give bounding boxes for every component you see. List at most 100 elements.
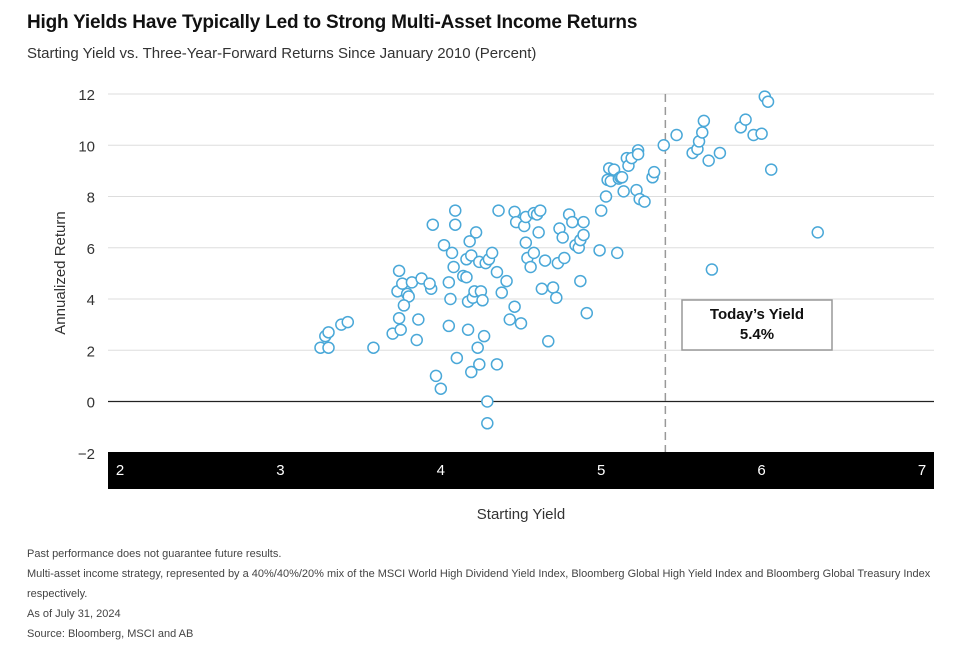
scatter-chart: 12 10 8 6 4 2 0 −2 2 3 4 5 6 7 Today’s Yield 5.4% St… — [52, 87, 934, 523]
data-point — [429, 369, 443, 383]
data-point — [490, 358, 504, 371]
data-point — [705, 263, 719, 276]
data-point — [392, 264, 406, 278]
data-point — [341, 315, 355, 329]
data-point — [617, 185, 630, 198]
data-point — [471, 341, 484, 354]
data-point — [761, 95, 775, 108]
data-point — [426, 218, 440, 231]
chart-subtitle: Starting Yield vs. Three-Year-Forward Re… — [27, 45, 537, 62]
data-point — [631, 147, 645, 161]
y-tick-label: 6 — [87, 241, 95, 258]
data-point — [448, 218, 462, 231]
data-point — [450, 351, 464, 365]
x-axis-label: Starting Yield — [477, 506, 565, 523]
footnote-strategy-cont: respectively. — [27, 588, 88, 600]
x-tick-label: 6 — [757, 462, 765, 479]
data-point — [481, 417, 494, 430]
data-point — [696, 126, 709, 139]
footnote-source: Source: Bloomberg, MSCI and AB — [27, 628, 194, 640]
data-point — [460, 270, 473, 284]
data-point — [550, 291, 563, 304]
data-point — [410, 333, 423, 347]
data-point — [508, 300, 521, 313]
x-tick-label: 7 — [918, 462, 926, 479]
x-tick-label: 5 — [597, 462, 605, 479]
data-point — [755, 127, 768, 140]
annotation-line1: Today’s Yield — [710, 306, 804, 323]
data-point — [556, 231, 569, 244]
data-point — [647, 165, 661, 179]
data-point — [524, 260, 537, 274]
x-tick-label: 4 — [437, 462, 445, 479]
data-point — [670, 128, 683, 142]
y-tick-label: −2 — [78, 446, 95, 463]
data-point — [538, 254, 552, 267]
chart-title: High Yields Have Typically Led to Strong… — [27, 12, 638, 33]
data-point — [437, 238, 451, 252]
data-point — [322, 341, 335, 354]
data-point — [764, 163, 778, 176]
x-tick-label: 3 — [276, 462, 284, 479]
annotation-line2: 5.4% — [740, 326, 774, 343]
data-point — [444, 292, 457, 306]
data-point — [447, 260, 460, 274]
data-point — [322, 326, 335, 339]
data-point — [367, 341, 380, 354]
x-axis-bar-layer — [108, 452, 934, 489]
y-tick-label: 0 — [87, 395, 95, 412]
x-tick-label: 2 — [116, 462, 124, 479]
data-point — [477, 329, 491, 343]
data-point — [532, 226, 545, 239]
data-point — [574, 274, 587, 288]
grid-lines — [108, 93, 934, 403]
data-point — [702, 154, 715, 167]
annotation-layer: Today’s Yield 5.4% — [681, 299, 833, 351]
data-point — [610, 246, 624, 260]
data-point — [465, 249, 478, 262]
data-point — [490, 265, 504, 279]
data-point — [577, 228, 590, 242]
data-point — [514, 317, 528, 330]
data-point — [519, 236, 533, 249]
data-point — [423, 277, 436, 290]
data-point — [500, 274, 513, 288]
x-axis-bar — [108, 452, 934, 489]
data-point — [392, 311, 406, 325]
data-point — [566, 215, 579, 229]
y-axis-label: Annualized Return — [52, 211, 69, 334]
data-point — [465, 365, 478, 379]
y-tick-label: 10 — [78, 138, 95, 155]
data-point — [697, 114, 711, 128]
data-point — [615, 171, 629, 184]
data-points — [314, 90, 824, 430]
data-point — [599, 190, 613, 203]
data-point — [593, 244, 606, 257]
data-point — [495, 286, 509, 299]
data-point — [445, 246, 459, 260]
data-point — [492, 204, 505, 217]
data-point — [811, 226, 824, 239]
x-tick-labels: 2 3 4 5 6 7 — [116, 462, 926, 479]
data-point — [594, 204, 608, 217]
y-tick-labels: 12 10 8 6 4 2 0 −2 — [78, 87, 95, 463]
footnote-date: As of July 31, 2024 — [27, 608, 121, 620]
data-point — [434, 382, 448, 395]
y-tick-label: 4 — [87, 292, 95, 309]
data-point — [442, 276, 456, 289]
data-point — [535, 282, 549, 295]
data-point — [412, 313, 425, 326]
data-point — [442, 319, 456, 333]
data-point — [485, 246, 499, 260]
data-point — [469, 226, 483, 239]
data-point — [713, 146, 727, 160]
footnote-strategy: Multi-asset income strategy, represented… — [27, 568, 931, 580]
data-point — [397, 299, 411, 312]
data-point — [527, 246, 541, 260]
y-tick-label: 12 — [78, 87, 95, 104]
y-tick-label: 2 — [87, 343, 95, 360]
data-point — [476, 294, 489, 307]
data-point — [463, 235, 476, 248]
footnotes: Past performance does not guarantee futu… — [27, 544, 930, 644]
data-point — [546, 281, 560, 294]
